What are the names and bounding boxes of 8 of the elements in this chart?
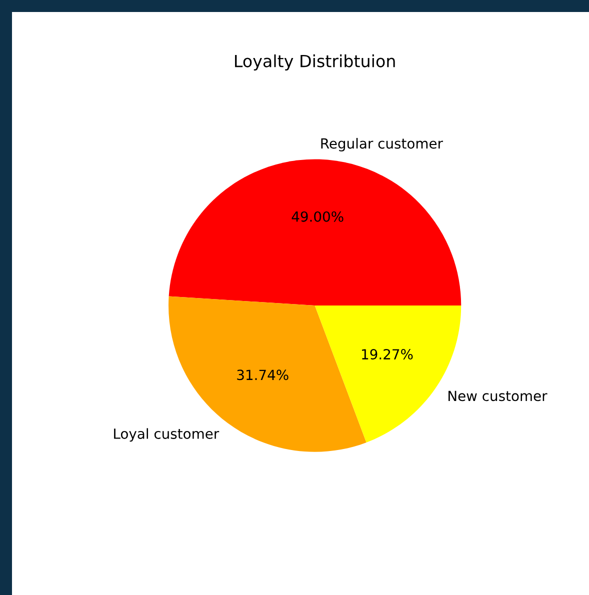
- slice-label: Loyal customer: [114, 428, 220, 442]
- pie-slice: [168, 159, 462, 306]
- data-label: 31.74%: [237, 370, 288, 380]
- slice-label: Regular customer: [321, 138, 443, 152]
- slice-label: New customer: [448, 390, 548, 402]
- chart-title: Loyalty Distribtuion: [235, 54, 395, 71]
- data-label: 49.00%: [292, 211, 344, 222]
- data-label: 19.27%: [362, 349, 413, 360]
